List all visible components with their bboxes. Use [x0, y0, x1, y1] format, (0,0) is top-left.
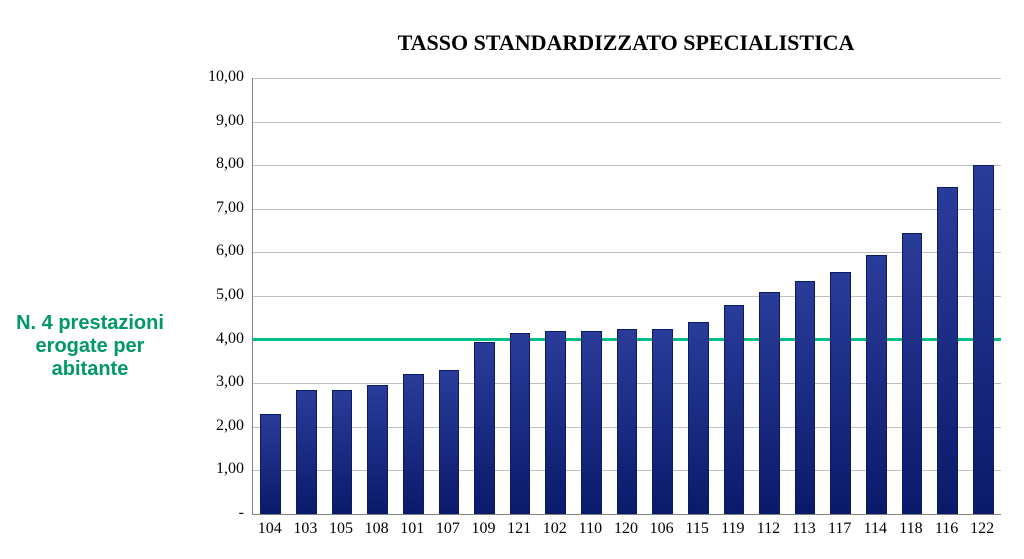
gridline — [253, 209, 1001, 210]
bar — [367, 385, 388, 514]
bar — [403, 374, 424, 514]
bar — [439, 370, 460, 514]
x-tick-label: 106 — [644, 520, 680, 538]
bar — [260, 414, 281, 514]
bar — [510, 333, 531, 514]
gridline — [253, 78, 1001, 79]
y-tick-label: 8,00 — [194, 155, 244, 173]
x-tick-label: 112 — [751, 520, 787, 538]
x-tick-label: 122 — [964, 520, 1000, 538]
bar — [973, 165, 994, 514]
y-tick-label: 6,00 — [194, 242, 244, 260]
bar — [296, 390, 317, 514]
bar — [759, 292, 780, 514]
bar — [474, 342, 495, 514]
bar — [830, 272, 851, 514]
x-tick-label: 115 — [679, 520, 715, 538]
bar — [724, 305, 745, 514]
bar — [652, 329, 673, 514]
x-tick-label: 110 — [573, 520, 609, 538]
bar — [866, 255, 887, 514]
bar — [545, 331, 566, 514]
gridline — [253, 122, 1001, 123]
x-tick-label: 104 — [252, 520, 288, 538]
y-tick-label: 5,00 — [194, 286, 244, 304]
x-tick-label: 109 — [466, 520, 502, 538]
bar — [688, 322, 709, 514]
chart-plot-area — [252, 78, 1001, 515]
x-tick-label: 107 — [430, 520, 466, 538]
y-tick-label: - — [194, 504, 244, 522]
x-tick-label: 113 — [786, 520, 822, 538]
x-tick-label: 120 — [608, 520, 644, 538]
x-tick-label: 102 — [537, 520, 573, 538]
x-tick-label: 108 — [359, 520, 395, 538]
x-tick-label: 121 — [501, 520, 537, 538]
x-tick-label: 101 — [394, 520, 430, 538]
gridline — [253, 296, 1001, 297]
x-tick-label: 105 — [323, 520, 359, 538]
y-tick-label: 7,00 — [194, 199, 244, 217]
y-tick-label: 4,00 — [194, 330, 244, 348]
chart-title: TASSO STANDARDIZZATO SPECIALISTICA — [252, 30, 1000, 56]
gridline — [253, 165, 1001, 166]
bar — [617, 329, 638, 514]
y-tick-label: 10,00 — [194, 68, 244, 86]
y-tick-label: 3,00 — [194, 373, 244, 391]
bar — [937, 187, 958, 514]
x-tick-label: 114 — [858, 520, 894, 538]
bar — [795, 281, 816, 514]
bar — [332, 390, 353, 514]
x-tick-label: 118 — [893, 520, 929, 538]
y-tick-label: 9,00 — [194, 112, 244, 130]
y-tick-label: 2,00 — [194, 417, 244, 435]
annotation-label: N. 4 prestazioni erogate per abitante — [0, 312, 180, 381]
y-tick-label: 1,00 — [194, 460, 244, 478]
bar — [581, 331, 602, 514]
x-tick-label: 119 — [715, 520, 751, 538]
gridline — [253, 252, 1001, 253]
x-tick-label: 103 — [288, 520, 324, 538]
bar — [902, 233, 923, 514]
x-tick-label: 116 — [929, 520, 965, 538]
x-tick-label: 117 — [822, 520, 858, 538]
